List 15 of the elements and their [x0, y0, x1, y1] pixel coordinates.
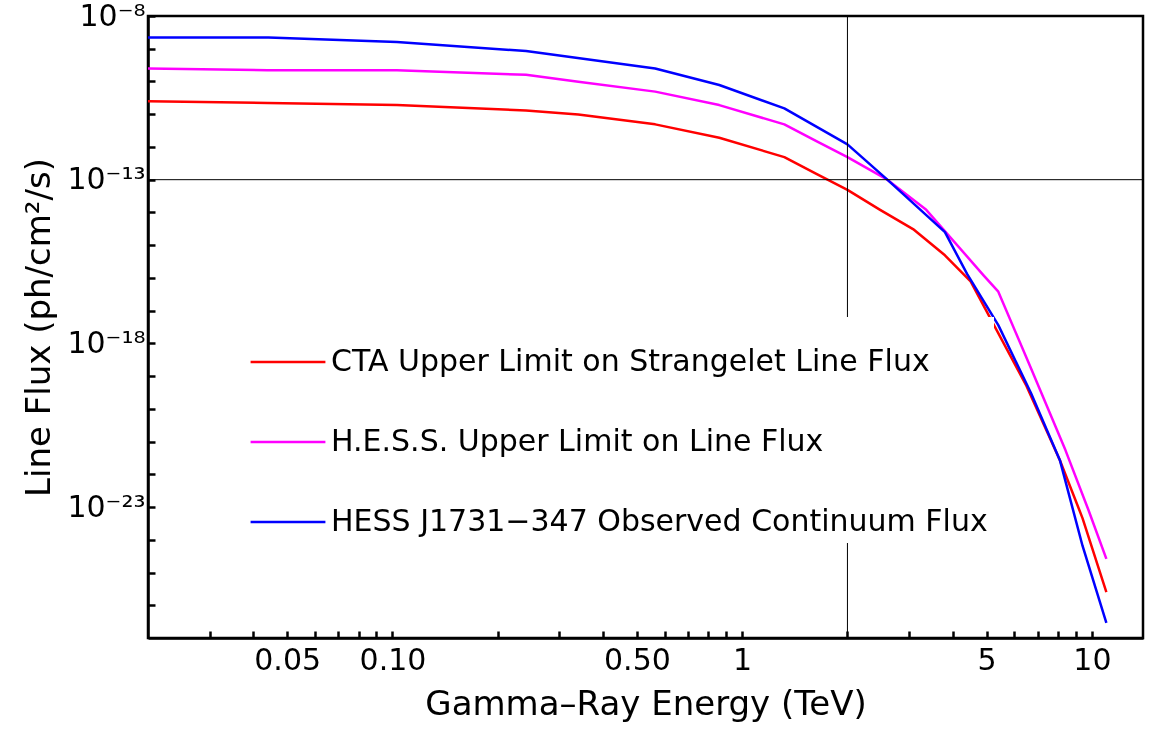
x-tick-label: 0.50 — [604, 641, 671, 677]
x-tick-label: 10 — [1073, 641, 1112, 677]
x-tick-label: 0.05 — [254, 641, 322, 677]
y-axis-title: Line Flux (ph/cm²/s) — [18, 158, 59, 497]
y-tick-label: 10⁻²³ — [67, 488, 146, 524]
x-tick-label: 0.10 — [359, 641, 427, 677]
x-tick-label: 1 — [733, 641, 753, 677]
y-tick-label: 10⁻¹³ — [67, 161, 146, 197]
x-tick-label: 5 — [977, 641, 997, 677]
y-tick-label: 10⁻⁸ — [79, 0, 146, 33]
legend-label: HESS J1731−347 Observed Continuum Flux — [331, 503, 988, 538]
legend-label: CTA Upper Limit on Strangelet Line Flux — [331, 343, 930, 378]
legend-label: H.E.S.S. Upper Limit on Line Flux — [331, 423, 824, 458]
y-tick-label: 10⁻¹⁸ — [67, 324, 146, 360]
x-axis-title: Gamma–Ray Energy (TeV) — [425, 682, 867, 723]
